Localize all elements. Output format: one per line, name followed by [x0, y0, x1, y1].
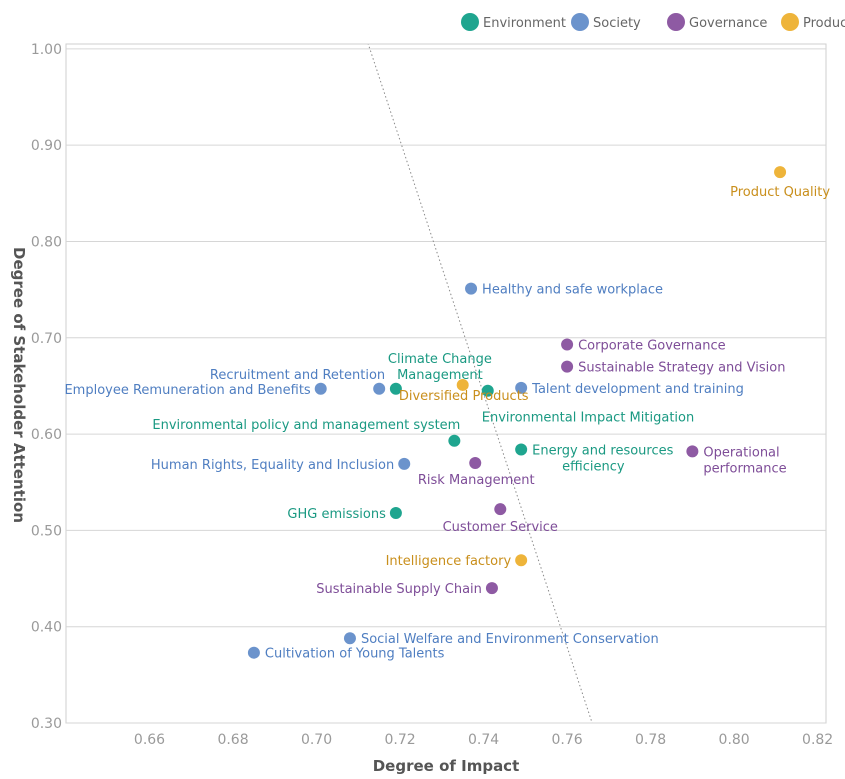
- point-label: Operational performance: [703, 445, 786, 476]
- point-label: Employee Remuneration and Benefits: [64, 383, 310, 398]
- x-tick-label: 0.80: [719, 732, 750, 748]
- y-tick-label: 0.80: [31, 234, 62, 250]
- y-tick-label: 0.70: [31, 331, 62, 347]
- legend-item-society[interactable]: Society: [571, 13, 641, 31]
- data-point[interactable]: [774, 166, 787, 179]
- legend: Environment Society Governance Products: [461, 13, 845, 31]
- y-tick-label: 0.40: [31, 620, 62, 636]
- data-point[interactable]: [469, 456, 482, 469]
- data-point[interactable]: [686, 445, 699, 458]
- x-tick-label: 0.78: [635, 732, 666, 748]
- point-label: Environmental policy and management syst…: [152, 418, 460, 433]
- point-label: Sustainable Strategy and Vision: [578, 361, 785, 376]
- point-label: Healthy and safe workplace: [482, 283, 663, 298]
- x-tick-label: 0.72: [384, 732, 415, 748]
- x-tick-label: 0.76: [552, 732, 583, 748]
- y-axis-title: Degree of Stakeholder Attention: [10, 247, 28, 523]
- point-label: Human Rights, Equality and Inclusion: [151, 458, 394, 473]
- x-tick-label: 0.82: [802, 732, 833, 748]
- data-point[interactable]: [456, 378, 469, 391]
- x-tick-label: 0.74: [468, 732, 499, 748]
- point-label: Social Welfare and Environment Conservat…: [361, 632, 659, 647]
- legend-item-environment[interactable]: Environment: [461, 13, 566, 31]
- x-tick-label: 0.68: [217, 732, 248, 748]
- data-point[interactable]: [373, 382, 386, 395]
- point-label: Corporate Governance: [578, 338, 726, 353]
- point-label: Environmental Impact Mitigation: [482, 411, 694, 426]
- data-point[interactable]: [448, 434, 461, 447]
- data-point[interactable]: [515, 443, 528, 456]
- legend-swatch: [667, 13, 685, 31]
- data-point[interactable]: [515, 554, 528, 567]
- data-point[interactable]: [494, 503, 507, 516]
- point-label: Customer Service: [443, 520, 558, 535]
- x-axis-title: Degree of Impact: [373, 757, 520, 775]
- point-label: Intelligence factory: [386, 554, 512, 569]
- data-point[interactable]: [314, 382, 327, 395]
- legend-item-products[interactable]: Products: [781, 13, 845, 31]
- y-tick-label: 1.00: [31, 42, 62, 58]
- data-point[interactable]: [561, 360, 574, 373]
- legend-swatch: [461, 13, 479, 31]
- data-point[interactable]: [481, 384, 494, 397]
- point-label: Sustainable Supply Chain: [316, 582, 482, 597]
- data-point[interactable]: [389, 382, 402, 395]
- legend-label: Society: [593, 16, 641, 31]
- legend-item-governance[interactable]: Governance: [667, 13, 767, 31]
- data-point[interactable]: [515, 381, 528, 394]
- y-tick-label: 0.50: [31, 523, 62, 539]
- point-label: Cultivation of Young Talents: [265, 647, 445, 662]
- legend-swatch: [781, 13, 799, 31]
- point-label: Diversified Products: [399, 389, 529, 404]
- point-label: GHG emissions: [287, 507, 386, 522]
- point-label: Risk Management: [418, 473, 535, 488]
- legend-swatch: [571, 13, 589, 31]
- data-point[interactable]: [465, 282, 478, 295]
- point-label: Product Quality: [730, 185, 830, 200]
- y-tick-label: 0.60: [31, 427, 62, 443]
- legend-label: Governance: [689, 16, 767, 31]
- legend-label: Environment: [483, 16, 566, 31]
- point-label: Recruitment and Retention: [210, 368, 385, 383]
- y-tick-label: 0.30: [31, 716, 62, 732]
- y-tick-label: 0.90: [31, 138, 62, 154]
- point-label: Talent development and training: [531, 382, 744, 397]
- data-point[interactable]: [485, 582, 498, 595]
- data-point[interactable]: [247, 646, 260, 659]
- data-point[interactable]: [398, 457, 411, 470]
- x-tick-label: 0.66: [134, 732, 165, 748]
- data-point[interactable]: [389, 507, 402, 520]
- x-tick-label: 0.70: [301, 732, 332, 748]
- data-points: [247, 166, 787, 659]
- x-axis-ticks: 0.66 0.68 0.70 0.72 0.74 0.76 0.78 0.80 0.82: [134, 732, 833, 748]
- grid-lines: [65, 43, 827, 724]
- y-axis-ticks: 0.30 0.40 0.50 0.60 0.70 0.80 0.90 1.00: [31, 42, 62, 732]
- threshold-line: [367, 44, 593, 723]
- point-labels: Product Quality Healthy and safe workplac…: [64, 185, 830, 662]
- reference-line: [367, 44, 593, 723]
- data-point[interactable]: [343, 632, 356, 645]
- legend-label: Products: [803, 16, 845, 31]
- point-label: Energy and resources efficiency: [532, 443, 673, 474]
- data-point[interactable]: [561, 338, 574, 351]
- point-label: Climate Change Management: [388, 352, 492, 383]
